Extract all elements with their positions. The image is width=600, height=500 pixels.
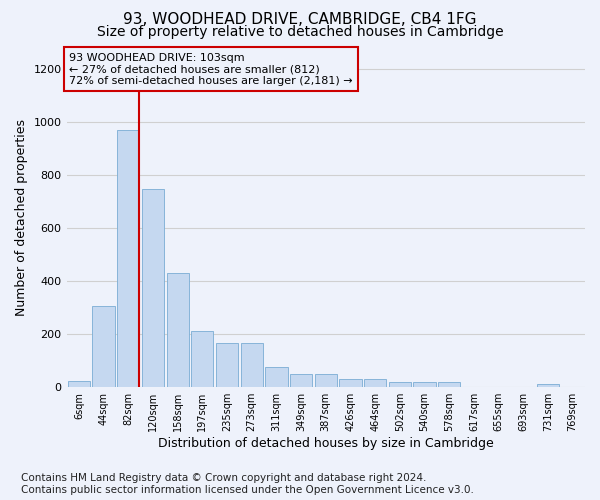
Bar: [92, 306, 115, 387]
Bar: [364, 379, 386, 387]
Text: 93, WOODHEAD DRIVE, CAMBRIDGE, CB4 1FG: 93, WOODHEAD DRIVE, CAMBRIDGE, CB4 1FG: [123, 12, 477, 28]
Bar: [290, 374, 312, 387]
Bar: [167, 273, 189, 387]
Bar: [340, 379, 362, 387]
Y-axis label: Number of detached properties: Number of detached properties: [15, 119, 28, 316]
Bar: [537, 384, 559, 387]
Bar: [142, 190, 164, 387]
Bar: [68, 380, 90, 387]
Bar: [413, 382, 436, 387]
Bar: [216, 344, 238, 387]
Bar: [241, 344, 263, 387]
Bar: [314, 374, 337, 387]
Text: Contains HM Land Registry data © Crown copyright and database right 2024.
Contai: Contains HM Land Registry data © Crown c…: [21, 474, 474, 495]
Bar: [191, 332, 214, 387]
Bar: [265, 368, 287, 387]
Bar: [389, 382, 411, 387]
Bar: [117, 130, 139, 387]
X-axis label: Distribution of detached houses by size in Cambridge: Distribution of detached houses by size …: [158, 437, 494, 450]
Text: 93 WOODHEAD DRIVE: 103sqm
← 27% of detached houses are smaller (812)
72% of semi: 93 WOODHEAD DRIVE: 103sqm ← 27% of detac…: [69, 52, 353, 86]
Bar: [438, 382, 460, 387]
Text: Size of property relative to detached houses in Cambridge: Size of property relative to detached ho…: [97, 25, 503, 39]
